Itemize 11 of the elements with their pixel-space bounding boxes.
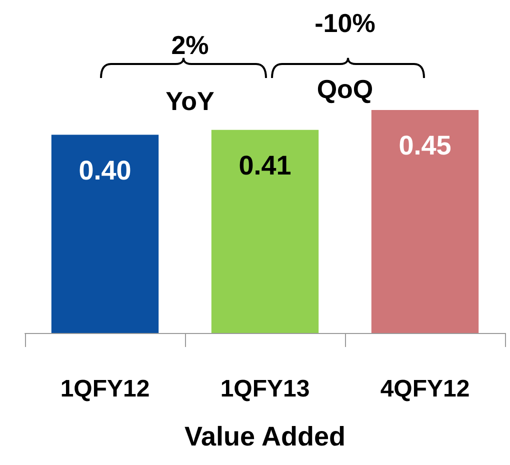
data-label: 0.41 (238, 150, 292, 180)
x-tick-label: 4QFY12 (380, 376, 470, 402)
text: -10% (314, 8, 376, 38)
text: 2% (171, 30, 209, 60)
data-label: 0.40 (78, 155, 132, 186)
x-tick-label: 1QFY13 (220, 376, 310, 402)
text: QoQ (316, 74, 374, 104)
x-axis-title: Value Added (184, 422, 346, 452)
annotation: YoY (166, 86, 214, 116)
data-label: 0.45 (398, 130, 452, 160)
x-tick-label: 1QFY12 (60, 376, 150, 402)
